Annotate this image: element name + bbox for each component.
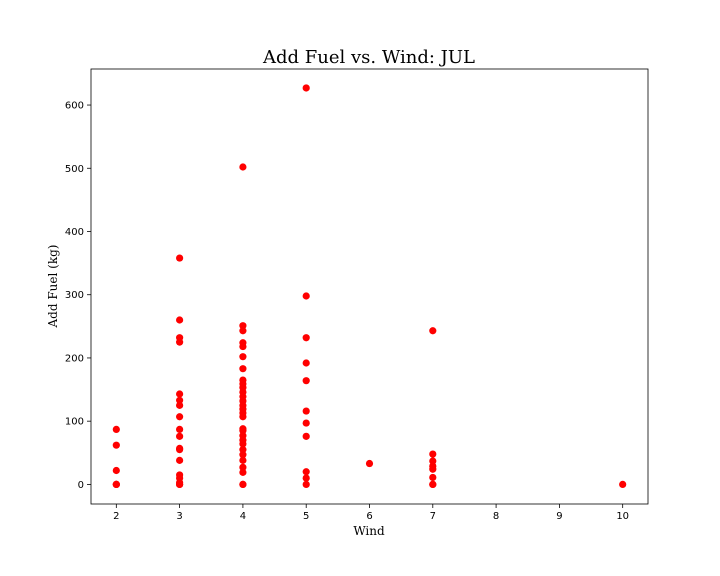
x-tick-label: 8 [493, 511, 499, 522]
data-point [176, 254, 184, 262]
data-point [112, 441, 120, 449]
data-point [112, 480, 120, 488]
data-point [429, 465, 437, 473]
x-tick-label: 9 [556, 511, 562, 522]
data-point [302, 377, 310, 385]
data-point [302, 480, 310, 488]
data-point [302, 292, 310, 300]
data-point [239, 163, 247, 171]
data-point [176, 432, 184, 440]
data-point [239, 322, 247, 330]
y-axis: 0 100 200 300 400 500 600 [65, 101, 91, 491]
data-point [302, 84, 310, 92]
data-point [239, 365, 247, 373]
data-point [429, 327, 437, 335]
data-point [302, 359, 310, 367]
data-point [176, 480, 184, 488]
data-point [176, 396, 184, 404]
data-point [239, 451, 247, 459]
data-point [302, 474, 310, 482]
data-point [429, 450, 437, 458]
data-point [429, 457, 437, 465]
x-tick-label: 10 [616, 511, 629, 522]
data-point [429, 480, 437, 488]
data-point [239, 456, 247, 464]
y-tick-label: 400 [65, 227, 84, 238]
data-point [302, 468, 310, 476]
y-tick-label: 500 [65, 164, 84, 175]
x-tick-label: 7 [430, 511, 436, 522]
data-point [302, 419, 310, 427]
plot-frame [90, 68, 649, 505]
data-point [239, 463, 247, 471]
data-point [302, 407, 310, 415]
data-point [176, 446, 184, 454]
data-point [239, 480, 247, 488]
y-axis-label: Add Fuel (kg) [46, 245, 60, 329]
y-tick-label: 600 [65, 101, 84, 112]
data-point [239, 446, 247, 454]
data-point [176, 425, 184, 433]
x-axis-label: Wind [353, 524, 385, 538]
data-point [302, 432, 310, 440]
x-tick-label: 3 [176, 511, 182, 522]
x-tick-label: 2 [113, 511, 119, 522]
data-point [176, 456, 184, 464]
data-point [176, 316, 184, 324]
data-point [239, 427, 247, 435]
y-tick-label: 200 [65, 353, 84, 364]
data-point [176, 390, 184, 398]
data-point [239, 327, 247, 335]
data-point [239, 468, 247, 476]
data-points [112, 84, 627, 488]
data-point [239, 342, 247, 351]
data-point [176, 401, 184, 409]
x-tick-label: 4 [240, 511, 246, 522]
data-point [302, 334, 310, 342]
data-point [239, 440, 247, 448]
x-tick-label: 6 [366, 511, 372, 522]
y-tick-label: 100 [65, 417, 84, 428]
data-point [429, 473, 437, 482]
x-axis: 2 3 4 5 6 7 8 9 10 [113, 504, 629, 522]
data-point [239, 413, 247, 421]
data-point [239, 353, 247, 361]
data-point [112, 425, 120, 433]
data-point [176, 338, 184, 346]
data-point [176, 413, 184, 421]
chart-title: Add Fuel vs. Wind: JUL [262, 47, 475, 68]
y-tick-label: 300 [65, 290, 84, 301]
data-point [619, 480, 627, 488]
data-point [112, 466, 120, 475]
data-point [365, 459, 374, 468]
x-tick-label: 5 [303, 511, 309, 522]
y-tick-label: 0 [78, 480, 84, 491]
